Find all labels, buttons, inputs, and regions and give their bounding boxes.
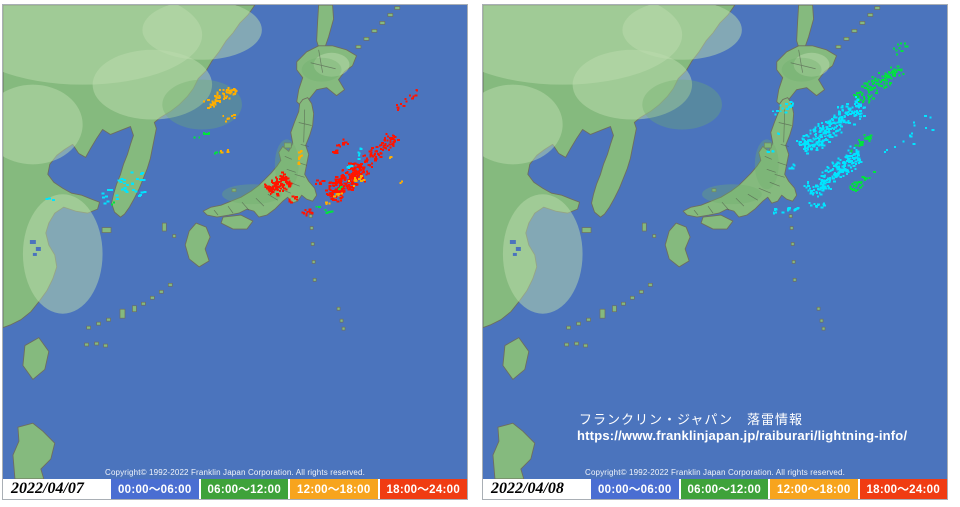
legend-item-06-12: 06:00〜12:00 [200,479,288,499]
lightning-dots-layer [766,42,935,215]
bottom-bar-right: 2022/04/08 00:00〜06:00 06:00〜12:00 12:00… [483,479,947,499]
map-svg-right [483,5,947,479]
legend-item-06-12: 06:00〜12:00 [680,479,768,499]
map-right: フランクリン・ジャパン 落雷情報 https://www.franklinjap… [483,5,947,479]
map-panel-left: Copyright© 1992-2022 Franklin Japan Corp… [2,4,468,500]
lightning-info-url: https://www.franklinjapan.jp/raiburari/l… [577,428,908,443]
legend-item-18-24: 18:00〜24:00 [379,479,467,499]
date-label: 2022/04/08 [491,480,564,497]
legend-item-18-24: 18:00〜24:00 [859,479,947,499]
legend-item-12-18: 12:00〜18:00 [770,479,858,499]
franklin-japan-caption: フランクリン・ジャパン 落雷情報 [579,412,804,427]
legend-item-12-18: 12:00〜18:00 [290,479,378,499]
date-label: 2022/04/07 [11,480,84,497]
bottom-bar-left: 2022/04/07 00:00〜06:00 06:00〜12:00 12:00… [3,479,467,499]
time-legend: 00:00〜06:00 06:00〜12:00 12:00〜18:00 18:0… [111,479,467,499]
legend-item-00-06: 00:00〜06:00 [591,479,679,499]
copyright-text: Copyright© 1992-2022 Franklin Japan Corp… [105,468,365,477]
copyright-text: Copyright© 1992-2022 Franklin Japan Corp… [585,468,845,477]
map-left: Copyright© 1992-2022 Franklin Japan Corp… [3,5,467,479]
legend-item-00-06: 00:00〜06:00 [111,479,199,499]
map-panel-right: フランクリン・ジャパン 落雷情報 https://www.franklinjap… [482,4,948,500]
lightning-dots-layer [45,86,418,217]
time-legend: 00:00〜06:00 06:00〜12:00 12:00〜18:00 18:0… [591,479,947,499]
map-svg-left [3,5,467,479]
